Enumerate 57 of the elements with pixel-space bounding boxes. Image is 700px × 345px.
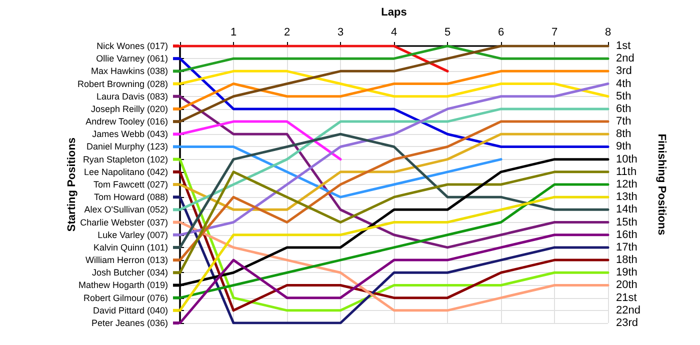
legend-label: Lee Napolitano (042) <box>84 166 168 177</box>
legend-label: Robert Gilmour (076) <box>83 292 168 303</box>
y-tick-label: 8th <box>616 128 632 140</box>
legend-label: Robert Browning (028) <box>77 78 168 89</box>
legend-label: Ryan Stapleton (102) <box>82 154 168 164</box>
y-tick-label: 11th <box>616 166 637 178</box>
y-tick-label: 19th <box>616 266 638 279</box>
y-tick-label: 1st <box>616 40 631 52</box>
x-tick-label: 2 <box>284 26 290 38</box>
y-tick-label: 10th <box>616 153 638 166</box>
x-tick-label: 3 <box>337 26 344 38</box>
y-tick-label: 21st <box>616 292 637 304</box>
legend-label: Alex O'Sullivan (052) <box>84 204 168 215</box>
x-tick-label: 8 <box>604 26 612 38</box>
y2-axis-title: Finishing Positions <box>656 134 668 236</box>
legend-label: Andrew Tooley (016) <box>86 116 168 127</box>
legend-label: Laura Davis (083) <box>96 91 168 102</box>
y-tick-label: 3rd <box>616 65 632 78</box>
legend-label: James Webb (043) <box>92 129 168 140</box>
x-tick-label: 1 <box>230 26 237 38</box>
x-tick-label: 7 <box>551 26 558 38</box>
x-axis-title: Laps <box>381 6 407 18</box>
y-tick-label: 4th <box>616 78 632 90</box>
y-tick-label: 9th <box>616 140 632 153</box>
legend-label: William Herron (013) <box>85 255 168 266</box>
y-tick-label: 14th <box>616 204 638 216</box>
y-tick-label: 12th <box>616 178 638 190</box>
legend-label: Tom Fawcett (027) <box>93 180 168 190</box>
legend-label: Joseph Reilly (020) <box>90 104 168 114</box>
y-tick-label: 13th <box>616 191 638 204</box>
legend-label: Mathew Hogarth (019) <box>78 280 168 290</box>
x-tick-label: 6 <box>498 26 504 38</box>
legend-label: Luke Varley (007) <box>98 230 168 240</box>
legend-label: Josh Butcher (034) <box>92 268 168 278</box>
legend-label: Max Hawkins (038) <box>90 66 168 76</box>
y-tick-label: 15th <box>616 216 638 228</box>
legend-label: Daniel Murphy (123) <box>86 142 168 152</box>
y-tick-label: 23rd <box>616 317 638 329</box>
y-tick-label: 2nd <box>616 52 634 65</box>
y-tick-label: 6th <box>616 102 632 115</box>
legend-label: Charlie Webster (037) <box>80 217 168 228</box>
legend-label: Kalvin Quinn (101) <box>93 242 168 252</box>
legend-label: Peter Jeanes (036) <box>91 318 168 328</box>
legend-label: Tom Howard (088) <box>94 192 168 202</box>
y-tick-label: 18th <box>616 254 638 266</box>
x-tick-label: 5 <box>444 26 451 38</box>
legend-label: David Pittard (040) <box>92 305 168 316</box>
legend-label: Ollie Varney (061) <box>96 54 168 64</box>
y-tick-label: 5th <box>616 90 632 102</box>
y-tick-label: 7th <box>616 116 632 128</box>
y-tick-label: 20th <box>616 279 638 292</box>
x-tick-label: 4 <box>390 26 398 38</box>
legend-label: Nick Wones (017) <box>96 41 168 51</box>
y-tick-label: 22nd <box>616 304 640 316</box>
y-tick-label: 17th <box>616 241 638 254</box>
legend-title: Starting Positions <box>66 137 78 232</box>
y-tick-label: 16th <box>616 228 638 241</box>
